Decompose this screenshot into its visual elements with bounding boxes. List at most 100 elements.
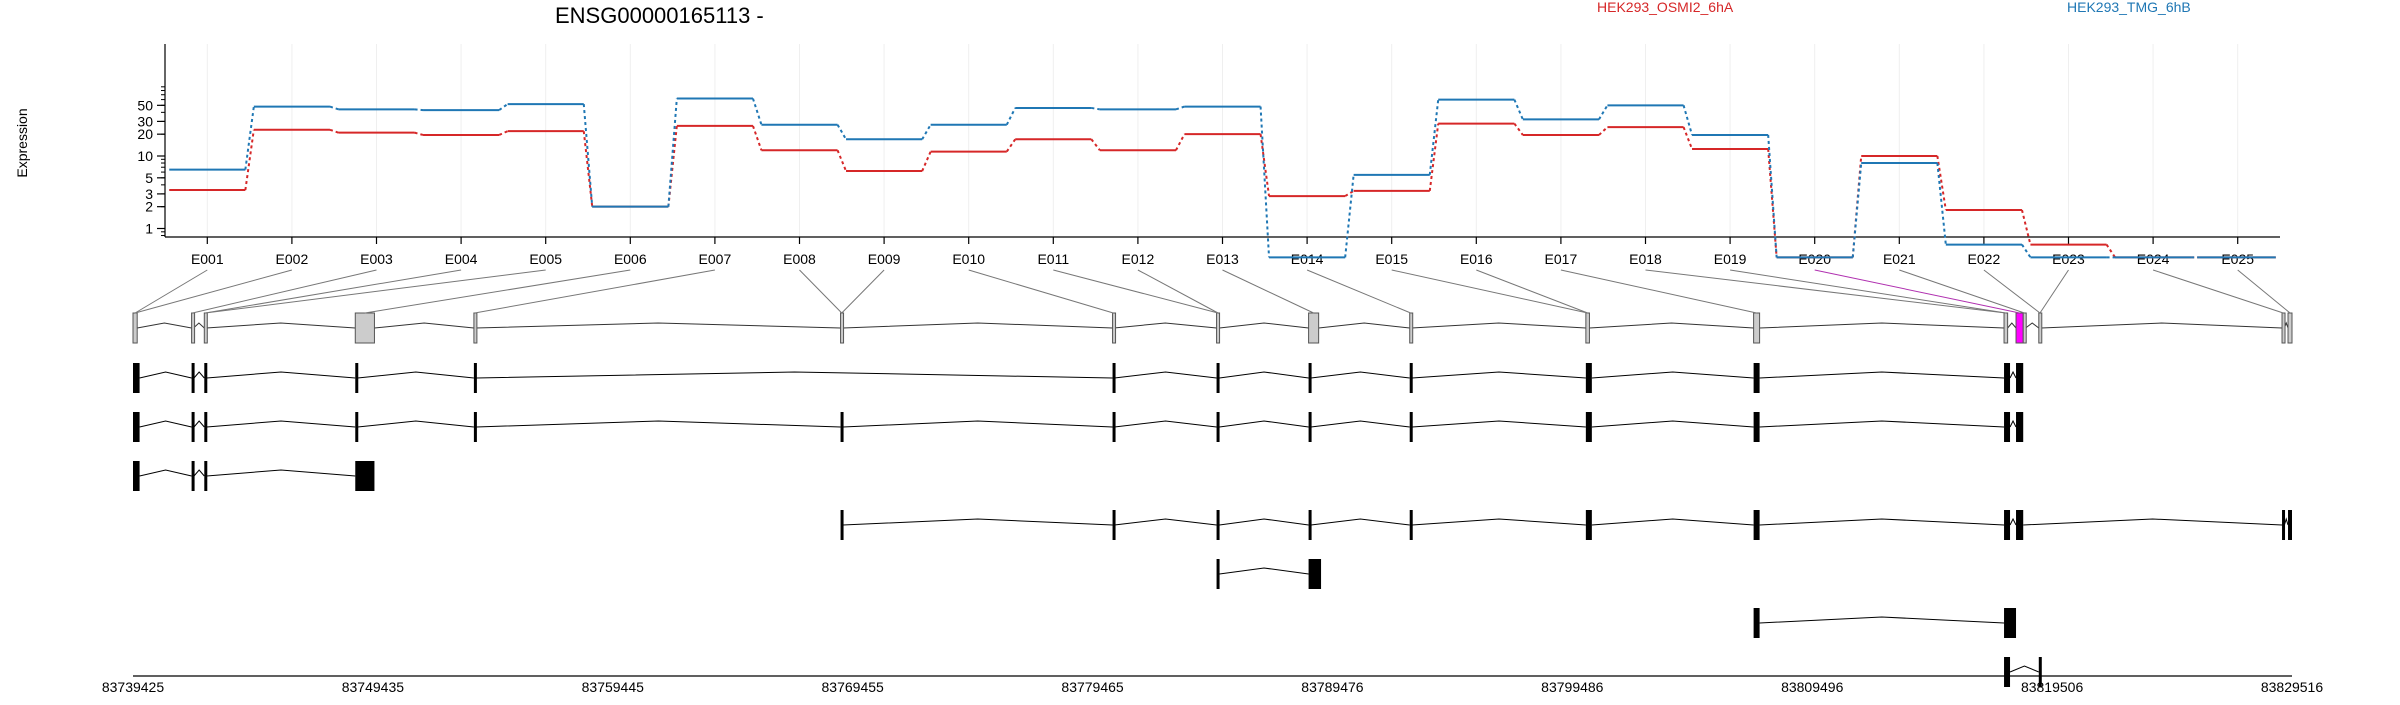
series-connector-0: [1598, 126, 1609, 136]
transcript-intron: [193, 371, 205, 379]
bin-leader-line: [205, 269, 462, 314]
transcript-intron: [1759, 420, 2005, 428]
transcript-exon: [2004, 363, 2011, 393]
transcript-intron: [206, 469, 356, 477]
exon-bin: [2038, 312, 2043, 344]
transcript-exon: [2004, 510, 2011, 540]
transcript-exon: [2016, 363, 2024, 393]
transcript-intron: [1759, 518, 2005, 526]
x-tick-label: E001: [191, 251, 224, 267]
genome-tick-label: 83779465: [1061, 679, 1124, 695]
exon-bin: [473, 312, 478, 344]
series-connector-1: [1175, 105, 1185, 111]
transcript-intron: [357, 371, 474, 379]
x-tick-label: E007: [699, 251, 732, 267]
transcript-exon: [355, 412, 359, 442]
bin-leader-line: [2152, 269, 2284, 314]
bin-leader-line: [192, 269, 377, 314]
intron-connector: [2007, 322, 2017, 329]
series-connector-1: [2021, 244, 2032, 258]
series-connector-1: [498, 103, 509, 111]
transcript-intron: [1591, 371, 1754, 379]
transcript-intron: [1219, 518, 1309, 526]
transcript-intron: [1591, 518, 1754, 526]
intron-connector: [374, 322, 474, 329]
series-connector-0: [329, 128, 339, 134]
series-connector-0: [1175, 133, 1186, 151]
x-tick-label: E025: [2221, 251, 2254, 267]
transcript-exon: [355, 363, 359, 393]
exon-bin: [2015, 312, 2024, 344]
intron-connector: [842, 322, 1113, 329]
transcript-exon: [191, 412, 195, 442]
series-connector-1: [1428, 99, 1440, 175]
x-tick-label: E024: [2137, 251, 2170, 267]
series-connector-1: [752, 98, 763, 126]
transcript-intron: [842, 518, 1113, 526]
y-tick-label: 2: [145, 199, 153, 215]
transcript-exon: [1216, 559, 1220, 589]
transcript-exon: [1216, 412, 1220, 442]
transcript-intron: [1759, 371, 2005, 379]
transcript-intron: [206, 371, 356, 379]
transcript-exon: [1753, 412, 1760, 442]
x-tick-label: E008: [783, 251, 816, 267]
series-connector-1: [582, 104, 594, 207]
transcript-intron: [1412, 420, 1586, 428]
bin-leader-line: [134, 269, 208, 314]
transcript-intron: [1219, 420, 1309, 428]
x-tick-label: E023: [2052, 251, 2085, 267]
transcript-exon: [2288, 510, 2292, 540]
bin-leader-line: [799, 269, 843, 314]
series-connector-0: [1090, 138, 1101, 151]
series-connector-1: [414, 108, 424, 112]
intron-connector: [137, 322, 192, 329]
transcript-intron: [357, 420, 474, 428]
transcript-intron: [2009, 665, 2039, 673]
transcript-intron: [2009, 517, 2017, 526]
transcript-intron: [2009, 370, 2017, 379]
genome-tick-label: 83739425: [102, 679, 165, 695]
transcript-intron: [1219, 567, 1309, 575]
series-connector-1: [836, 124, 847, 140]
genome-tick-label: 83749435: [342, 679, 405, 695]
transcript-intron: [1591, 420, 1754, 428]
x-tick-label: E010: [952, 251, 985, 267]
transcript-exon: [204, 363, 208, 393]
intron-connector: [1318, 322, 1410, 329]
exon-bin: [1753, 312, 1761, 344]
transcript-exon: [1308, 510, 1312, 540]
series-connector-0: [921, 151, 932, 172]
exon-bin: [2022, 312, 2027, 344]
transcript-exon: [133, 363, 140, 393]
bin-leader-line: [205, 269, 546, 314]
x-tick-label: E022: [1968, 251, 2001, 267]
bin-leader-line: [364, 269, 631, 314]
intron-connector: [475, 322, 841, 329]
transcript-exon: [191, 363, 195, 393]
series-connector-0: [1513, 122, 1524, 136]
transcript-exon: [1585, 363, 1592, 393]
series-connector-1: [667, 98, 678, 207]
bin-leader-line: [1645, 269, 2006, 314]
y-tick-label: 30: [137, 113, 153, 129]
x-tick-label: E009: [868, 251, 901, 267]
bin-leader-line: [1222, 269, 1314, 314]
transcript-intron: [193, 469, 205, 477]
bin-leader-line: [1730, 269, 2006, 314]
intron-connector: [2025, 322, 2040, 329]
series-connector-1: [1767, 134, 1778, 258]
exon-bin: [1112, 312, 1117, 344]
genome-tick-label: 83799486: [1541, 679, 1604, 695]
genome-tick-label: 83829516: [2261, 679, 2324, 695]
genome-tick-label: 83769455: [822, 679, 885, 695]
x-tick-label: E002: [276, 251, 309, 267]
transcript-exon: [2016, 412, 2024, 442]
series-connector-1: [1344, 174, 1355, 258]
legend-series-b: HEK293_TMG_6hB: [2067, 0, 2191, 15]
series-connector-0: [244, 129, 255, 191]
bin-leader-line: [1983, 269, 2041, 314]
transcript-exon: [355, 461, 375, 491]
bin-leader-line: [1476, 269, 1588, 314]
series-connector-0: [1344, 190, 1355, 197]
